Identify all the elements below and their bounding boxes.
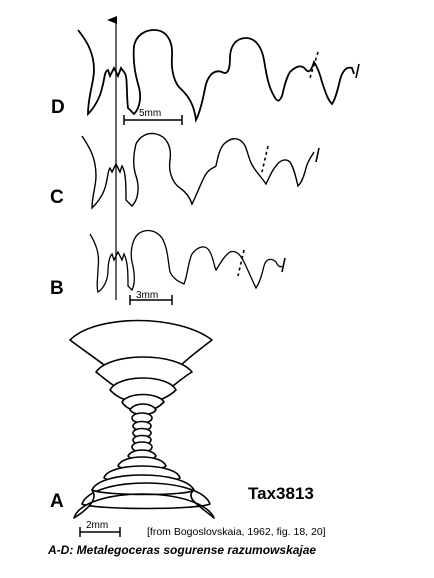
scale-label-d: 5mm: [139, 108, 162, 119]
scale-bar-a: [79, 527, 121, 537]
source-note: [from Bogoslovskaia, 1962, fig. 18, 20]: [147, 526, 326, 538]
suture-line-b: [89, 229, 283, 294]
scale-bar-d: [123, 115, 183, 125]
suture-line-c: [81, 132, 315, 210]
suture-b-dashed-mark: [237, 249, 245, 277]
taxon-code: Tax3813: [248, 484, 314, 503]
suture-d-end-tick: [355, 63, 360, 79]
suture-b-end-tick: [281, 257, 286, 273]
scale-label-b: 3mm: [136, 290, 159, 301]
scale-label-a: 2mm: [86, 520, 109, 531]
figure-caption: A-D: Metalegoceras sogurense razumowskaj…: [48, 543, 317, 557]
panel-letter-a: A: [50, 491, 64, 512]
panel-letter-d: D: [51, 97, 65, 118]
panel-letter-c: C: [50, 187, 64, 208]
suture-c-dashed-mark: [261, 145, 269, 173]
panel-letter-b: B: [50, 278, 64, 299]
suture-c-end-tick: [315, 147, 320, 163]
scale-bar-b: [129, 295, 173, 305]
suture-line-d: [77, 29, 355, 124]
whorl-cross-section: [69, 319, 215, 519]
suture-d-dashed-mark: [309, 51, 319, 79]
